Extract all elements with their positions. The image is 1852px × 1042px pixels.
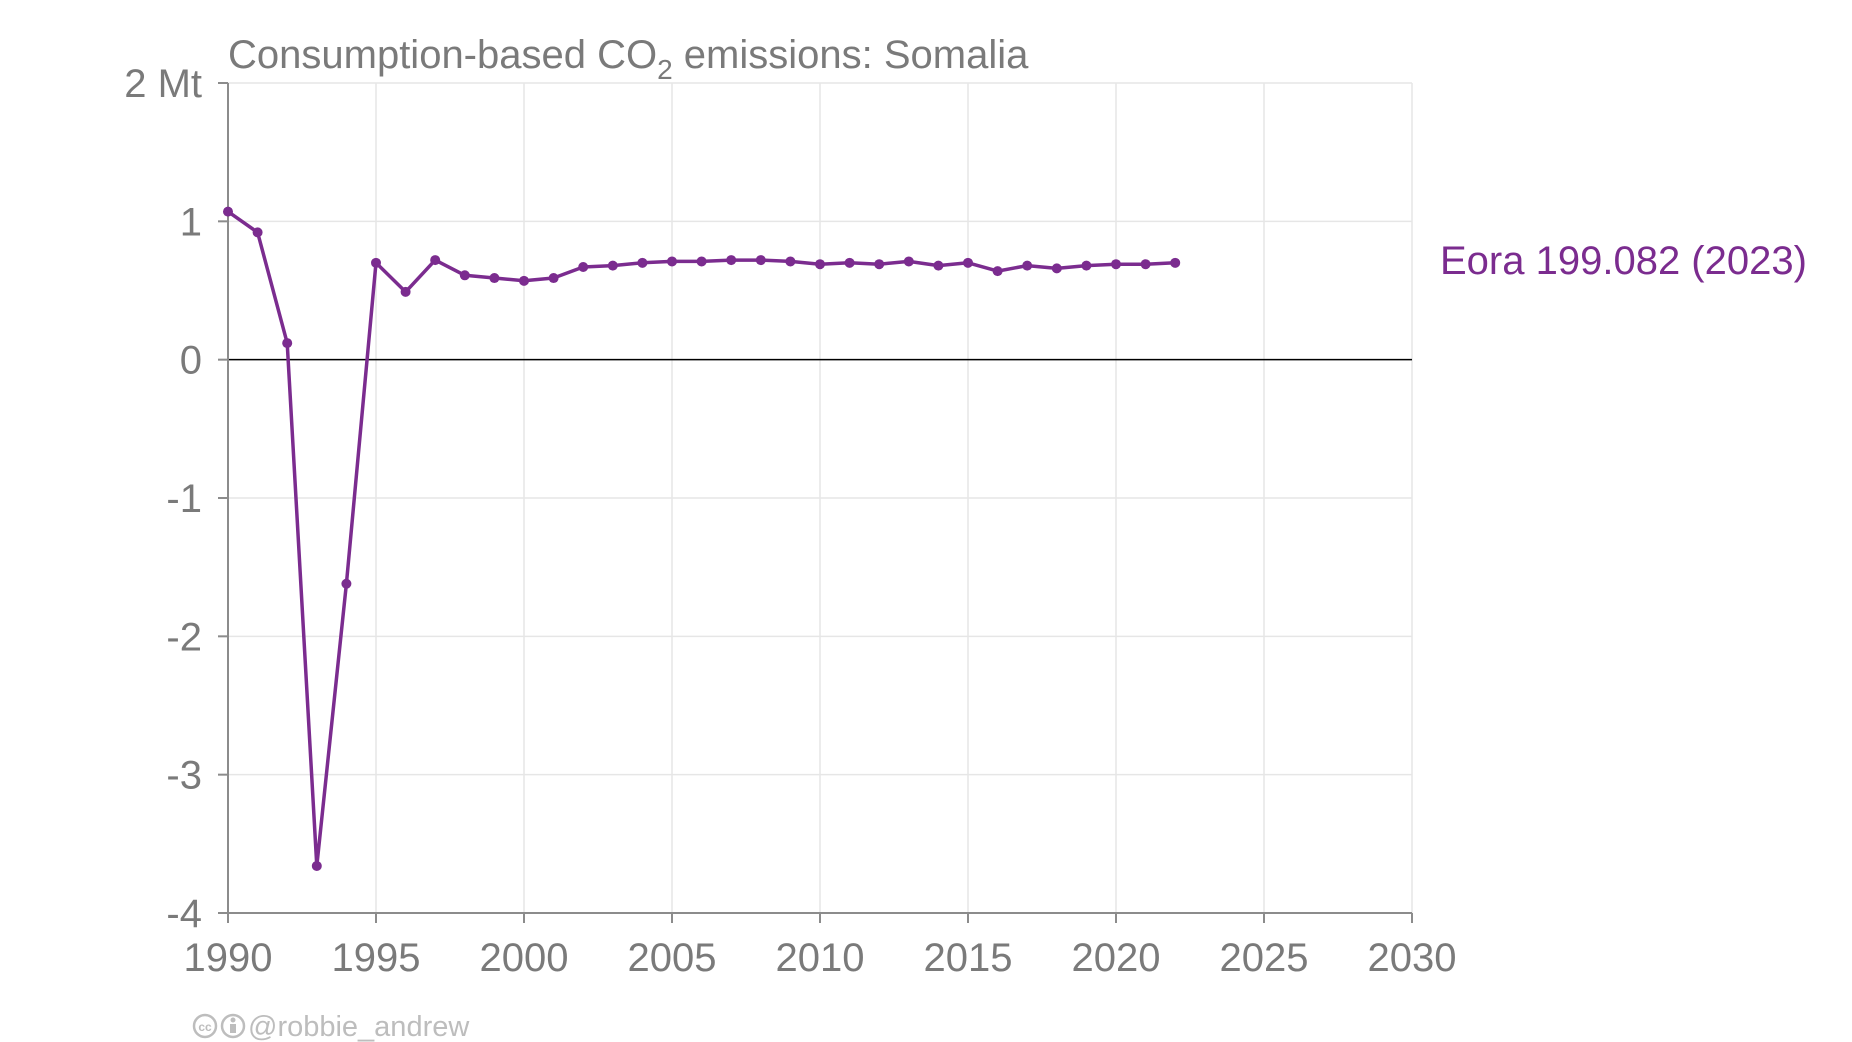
data-point bbox=[607, 260, 618, 271]
data-point bbox=[755, 255, 766, 266]
data-point bbox=[1170, 257, 1181, 268]
data-point bbox=[1051, 263, 1062, 274]
data-point bbox=[400, 286, 411, 297]
y-tick-label: 2 Mt bbox=[124, 62, 202, 106]
data-point bbox=[548, 273, 559, 284]
data-point bbox=[696, 256, 707, 267]
y-tick-label: -1 bbox=[166, 477, 202, 521]
creative-commons-icon: cc bbox=[192, 1013, 218, 1039]
data-point bbox=[282, 338, 293, 349]
data-point bbox=[311, 860, 322, 871]
y-tick-label: 0 bbox=[180, 339, 202, 383]
y-tick-labels: 2 Mt 1 0 -1 -2 -3 -4 bbox=[124, 62, 202, 936]
x-tick-label: 2020 bbox=[1072, 936, 1161, 980]
data-point bbox=[844, 257, 855, 268]
chart-title-subscript: 2 bbox=[657, 54, 673, 85]
data-point bbox=[519, 275, 529, 286]
credit: cc @robbie_andrew bbox=[192, 1011, 470, 1042]
chart-title: Consumption-based CO2 emissions: Somalia bbox=[228, 33, 1029, 85]
data-point bbox=[992, 266, 1003, 277]
grid bbox=[227, 82, 1413, 914]
data-point bbox=[459, 270, 470, 281]
series-line-eora bbox=[226, 210, 1176, 868]
x-tick-label: 1990 bbox=[184, 936, 273, 980]
data-point bbox=[252, 227, 263, 238]
data-point bbox=[785, 256, 796, 267]
x-tick-label: 2030 bbox=[1368, 936, 1457, 980]
data-point bbox=[1022, 260, 1033, 271]
data-point bbox=[430, 255, 441, 266]
data-point bbox=[341, 578, 352, 589]
x-tick-labels: 1990 1995 2000 2005 2010 2015 2020 2025 2030 bbox=[184, 936, 1457, 980]
x-tick-label: 2000 bbox=[480, 936, 569, 980]
data-point bbox=[903, 256, 914, 267]
axes bbox=[218, 82, 1413, 923]
y-tick-label: 1 bbox=[180, 200, 202, 244]
data-point bbox=[1140, 259, 1151, 270]
x-tick-label: 2025 bbox=[1220, 936, 1309, 980]
data-point bbox=[578, 261, 589, 272]
data-point bbox=[223, 206, 233, 217]
data-point bbox=[637, 257, 648, 268]
y-tick-label: -4 bbox=[166, 892, 202, 936]
x-tick-label: 2015 bbox=[924, 936, 1013, 980]
y-tick-label: -3 bbox=[166, 754, 202, 798]
x-tick-label: 1995 bbox=[332, 936, 421, 980]
data-point bbox=[371, 257, 381, 268]
svg-text:cc: cc bbox=[198, 1020, 212, 1034]
data-point bbox=[489, 273, 500, 284]
chart-title-rest: emissions: Somalia bbox=[673, 33, 1029, 77]
data-point bbox=[815, 259, 825, 270]
data-point bbox=[874, 259, 885, 270]
data-point bbox=[1081, 260, 1092, 271]
data-point bbox=[963, 257, 973, 268]
series-label-eora: Eora 199.082 (2023) bbox=[1440, 239, 1807, 283]
credit-handle: @robbie_andrew bbox=[248, 1011, 470, 1042]
data-point bbox=[933, 260, 944, 271]
x-tick-label: 2005 bbox=[628, 936, 717, 980]
series-layer bbox=[223, 206, 1181, 871]
y-tick-label: -2 bbox=[166, 615, 202, 659]
data-point bbox=[667, 256, 677, 267]
data-point bbox=[1111, 259, 1121, 270]
x-tick-label: 2010 bbox=[776, 936, 865, 980]
data-point bbox=[726, 255, 737, 266]
attribution-icon bbox=[220, 1013, 246, 1039]
chart-title-main: Consumption-based CO bbox=[228, 33, 657, 77]
